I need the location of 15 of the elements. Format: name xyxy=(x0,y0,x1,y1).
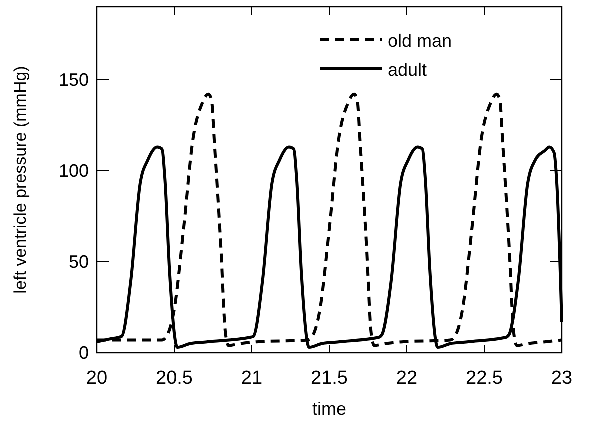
y-tick-label: 0 xyxy=(78,343,89,363)
y-axis-title: left ventricle pressure (mmHg) xyxy=(11,66,30,294)
x-tick-label: 22.5 xyxy=(466,368,503,389)
legend-label: old man xyxy=(388,31,452,51)
legend-label: adult xyxy=(388,60,428,80)
x-tick-label: 20.5 xyxy=(156,368,193,389)
y-tick-label: 150 xyxy=(58,70,89,90)
x-tick-label: 20 xyxy=(86,368,108,389)
x-tick-label: 21 xyxy=(241,368,263,389)
x-tick-label: 21.5 xyxy=(311,368,348,389)
x-tick-label: 23 xyxy=(551,368,573,389)
x-tick-label: 22 xyxy=(396,368,418,389)
y-tick-label: 50 xyxy=(68,252,89,272)
y-tick-label: 100 xyxy=(58,160,89,181)
x-axis-title: time xyxy=(312,399,347,419)
